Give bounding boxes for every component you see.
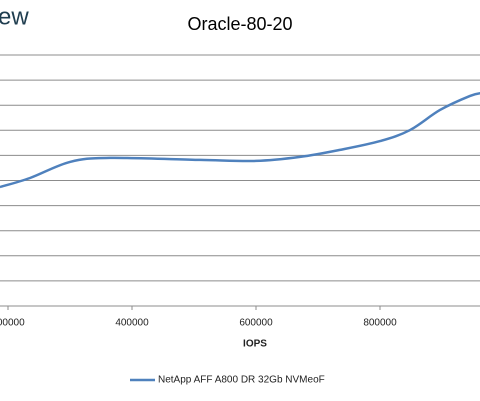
x-tick-label: 800000 — [363, 318, 397, 329]
series-line — [0, 91, 480, 189]
chart-title: Oracle-80-20 — [187, 14, 292, 34]
x-tick-label: 400000 — [115, 318, 149, 329]
x-axis-label: IOPS — [243, 339, 267, 350]
x-tick-label: 600000 — [239, 318, 273, 329]
logo: ew — [0, 3, 29, 30]
x-tick-label: 200000 — [0, 318, 25, 329]
legend-label: NetApp AFF A800 DR 32Gb NVMeoF — [158, 375, 325, 386]
